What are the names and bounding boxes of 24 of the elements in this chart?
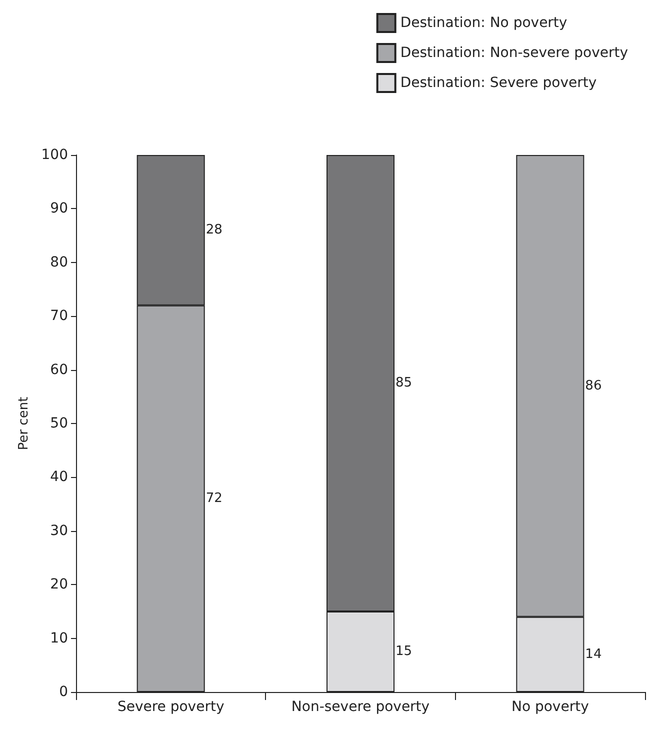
x-tick-label: Non-severe poverty xyxy=(291,699,430,715)
y-tick-label: 80 xyxy=(50,254,68,270)
y-tick-label: 60 xyxy=(50,362,68,378)
y-tick-label: 50 xyxy=(50,416,68,432)
data-label: 15 xyxy=(396,644,412,660)
y-tick-label: 40 xyxy=(50,469,68,486)
legend-label: Destination: No poverty xyxy=(400,15,568,31)
y-tick-label: 90 xyxy=(50,200,68,217)
x-tick-label: No poverty xyxy=(511,699,589,715)
legend-label: Destination: Severe poverty xyxy=(400,75,597,91)
y-tick-label: 100 xyxy=(41,147,68,163)
y-tick-label: 30 xyxy=(50,522,68,539)
y-tick-label: 0 xyxy=(59,684,68,700)
y-tick-label: 10 xyxy=(50,630,68,646)
data-label: 28 xyxy=(206,222,222,238)
y-tick-label: 20 xyxy=(50,576,68,593)
data-label: 86 xyxy=(585,378,602,394)
data-label: 85 xyxy=(396,376,412,391)
data-label: 14 xyxy=(585,646,602,662)
y-axis-title: Per cent xyxy=(16,396,32,450)
data-label: 72 xyxy=(206,491,222,506)
y-tick-label: 70 xyxy=(50,308,68,324)
x-tick-label: Severe poverty xyxy=(117,699,224,715)
legend-label: Destination: Non-severe poverty xyxy=(400,45,628,61)
